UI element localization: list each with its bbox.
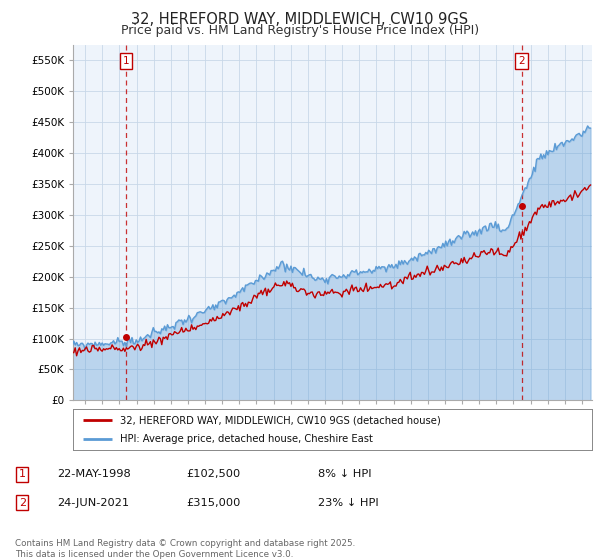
Text: £315,000: £315,000	[186, 498, 241, 508]
Text: 1: 1	[122, 56, 129, 66]
Text: 32, HEREFORD WAY, MIDDLEWICH, CW10 9GS (detached house): 32, HEREFORD WAY, MIDDLEWICH, CW10 9GS (…	[120, 416, 440, 425]
Text: Price paid vs. HM Land Registry's House Price Index (HPI): Price paid vs. HM Land Registry's House …	[121, 24, 479, 37]
Text: 32, HEREFORD WAY, MIDDLEWICH, CW10 9GS: 32, HEREFORD WAY, MIDDLEWICH, CW10 9GS	[131, 12, 469, 27]
Text: HPI: Average price, detached house, Cheshire East: HPI: Average price, detached house, Ches…	[120, 434, 373, 444]
Text: 8% ↓ HPI: 8% ↓ HPI	[318, 469, 371, 479]
Text: £102,500: £102,500	[186, 469, 240, 479]
Text: 2: 2	[518, 56, 525, 66]
Text: Contains HM Land Registry data © Crown copyright and database right 2025.
This d: Contains HM Land Registry data © Crown c…	[15, 539, 355, 559]
Text: 24-JUN-2021: 24-JUN-2021	[57, 498, 129, 508]
Text: 22-MAY-1998: 22-MAY-1998	[57, 469, 131, 479]
Text: 23% ↓ HPI: 23% ↓ HPI	[318, 498, 379, 508]
Text: 1: 1	[19, 469, 26, 479]
Text: 2: 2	[19, 498, 26, 508]
